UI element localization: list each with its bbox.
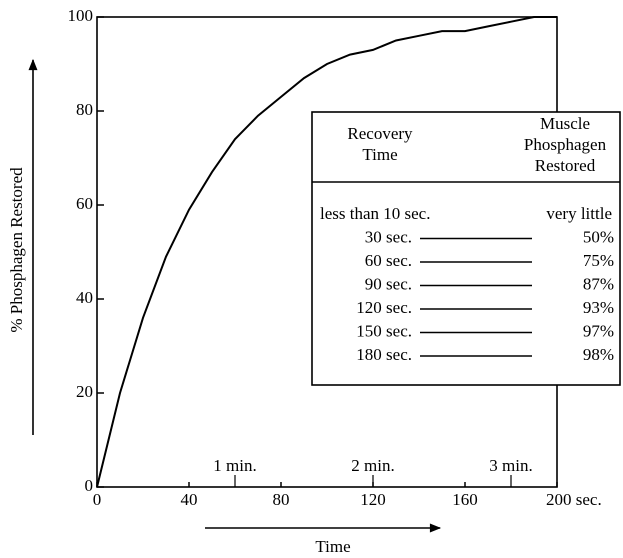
table-cell: 180 sec. bbox=[356, 345, 412, 364]
minute-label: 2 min. bbox=[351, 456, 394, 475]
x-axis-label: Time bbox=[315, 537, 350, 556]
y-tick-label: 20 bbox=[76, 382, 93, 401]
table-cell: 87% bbox=[583, 274, 614, 293]
table-cell: 75% bbox=[583, 251, 614, 270]
y-tick-label: 0 bbox=[85, 476, 94, 495]
table-cell: 90 sec. bbox=[365, 274, 412, 293]
x-tick-label: 0 bbox=[93, 490, 102, 509]
x-tick-label: 40 bbox=[181, 490, 198, 509]
x-tick-label: 200 sec. bbox=[546, 490, 602, 509]
table-header: Recovery bbox=[347, 124, 413, 143]
table-header: Muscle bbox=[540, 114, 590, 133]
y-tick-label: 40 bbox=[76, 288, 93, 307]
table-header: Restored bbox=[535, 156, 596, 175]
table-cell: 50% bbox=[583, 227, 614, 246]
x-tick-label: 160 bbox=[452, 490, 478, 509]
table-frame bbox=[311, 111, 621, 386]
y-axis-label: % Phosphagen Restored bbox=[7, 167, 26, 333]
table-cell: less than 10 sec. bbox=[320, 204, 430, 223]
table-header: Time bbox=[362, 145, 397, 164]
y-tick-label: 80 bbox=[76, 100, 93, 119]
table-cell: 150 sec. bbox=[356, 321, 412, 340]
table-cell: 120 sec. bbox=[356, 298, 412, 317]
x-tick-label: 120 bbox=[360, 490, 386, 509]
table-header: Phosphagen bbox=[524, 135, 607, 154]
table-cell: 60 sec. bbox=[365, 251, 412, 270]
table-cell: 30 sec. bbox=[365, 227, 412, 246]
minute-label: 3 min. bbox=[489, 456, 532, 475]
y-tick-label: 60 bbox=[76, 194, 93, 213]
recovery-curve bbox=[96, 16, 557, 488]
x-tick-label: 80 bbox=[273, 490, 290, 509]
table-cell: 97% bbox=[583, 321, 614, 340]
table-cell: very little bbox=[546, 204, 612, 223]
table-cell: 93% bbox=[583, 298, 614, 317]
minute-label: 1 min. bbox=[213, 456, 256, 475]
y-tick-label: 100 bbox=[68, 6, 94, 25]
table-cell: 98% bbox=[583, 345, 614, 364]
